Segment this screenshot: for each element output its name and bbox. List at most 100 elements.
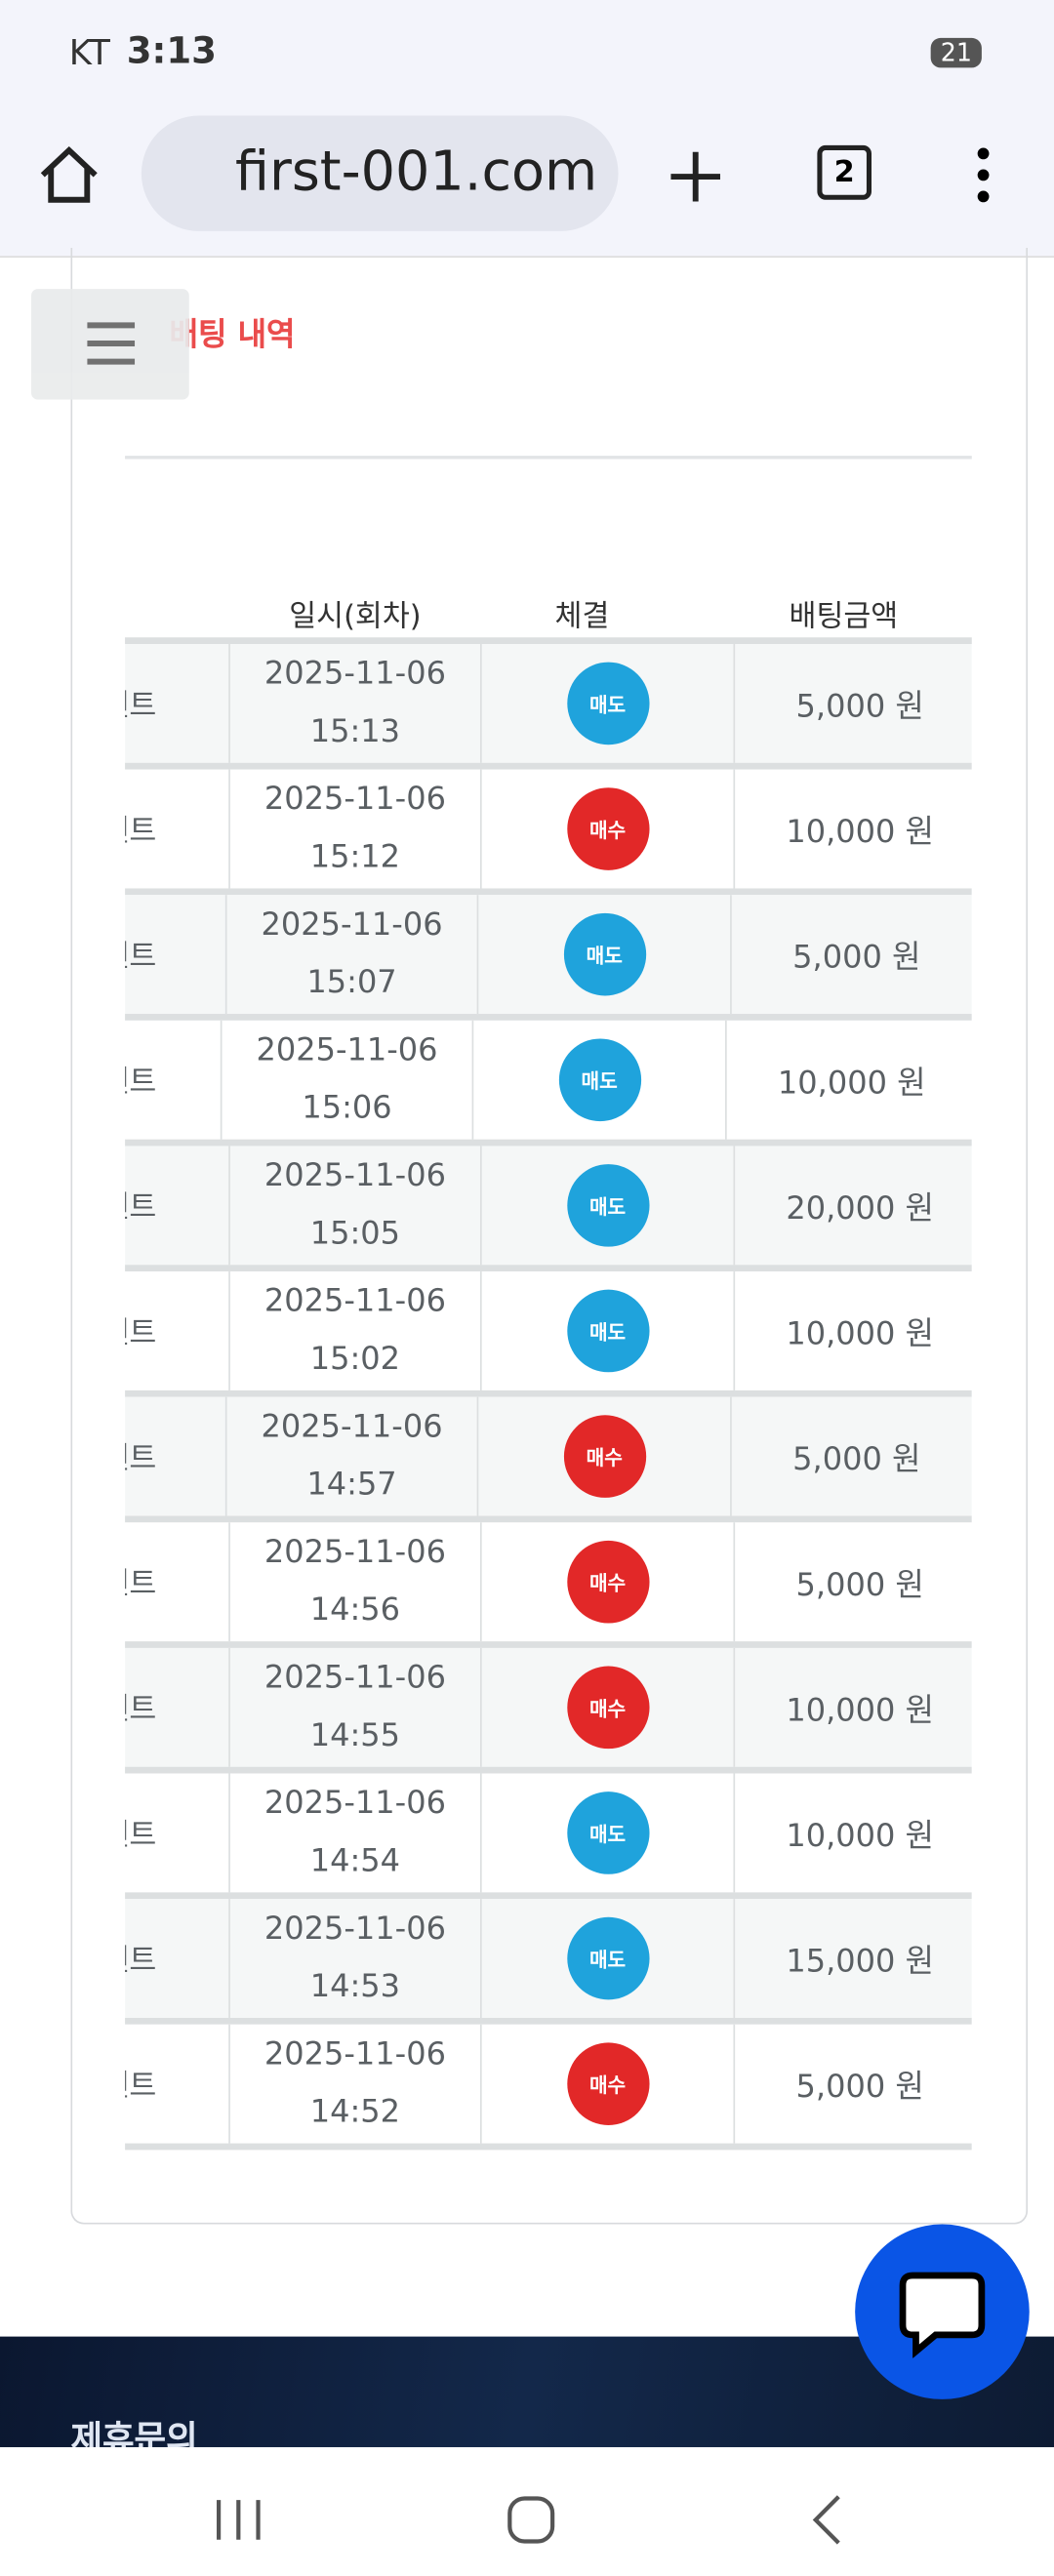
status-badge: 매수 [566, 1540, 649, 1624]
amount-cell: 10,000 원 [786, 1314, 935, 1352]
time: 14:53 [309, 1968, 401, 2005]
carrier: KT [68, 32, 110, 73]
amount-cell: 5,000 원 [795, 1566, 924, 1603]
time: 14:55 [309, 1716, 401, 1754]
name-cell: 넨트 [125, 1773, 230, 1893]
table-row: 넨트 2025-11-06 14:56 매수 5,000 원 [125, 1522, 972, 1648]
datetime-cell: 2025-11-06 15:06 [222, 1020, 474, 1140]
name-cell: 넨트 [125, 895, 227, 1015]
datetime-cell: 2025-11-06 15:13 [230, 643, 482, 763]
time: 15:12 [309, 838, 401, 875]
datetime-cell: 2025-11-06 14:57 [227, 1396, 479, 1516]
address-bar[interactable]: first-001.com [141, 115, 619, 231]
amount-cell: 10,000 원 [786, 1691, 935, 1728]
status-cell: 매수 [482, 1647, 736, 1767]
status-cell: 매도 [482, 1773, 736, 1893]
time: 14:56 [309, 1591, 401, 1629]
datetime-cell: 2025-11-06 15:12 [230, 769, 482, 889]
column-header: 체결 [554, 599, 610, 634]
amount-cell: 20,000 원 [786, 1189, 935, 1227]
section-title: 배팅 내역 [169, 316, 296, 354]
table-row: 넨트 2025-11-06 14:57 매수 5,000 원 [125, 1396, 972, 1523]
amount-cell: 5,000 원 [795, 687, 924, 725]
time: 14:57 [306, 1466, 397, 1503]
name-cell: 넨트 [125, 2024, 230, 2144]
datetime-cell: 2025-11-06 14:56 [230, 1522, 482, 1642]
column-header: 일시(회차) [289, 599, 422, 634]
menu-button[interactable] [967, 145, 1000, 205]
amount-cell: 5,000 원 [792, 1440, 921, 1477]
date: 2025-11-06 [264, 1659, 446, 1696]
date: 2025-11-06 [261, 906, 443, 944]
date: 2025-11-06 [264, 1157, 446, 1194]
amount-cell: 10,000 원 [786, 1817, 935, 1854]
chat-button[interactable] [855, 2224, 1030, 2399]
date: 2025-11-06 [264, 1282, 446, 1320]
table-row: 넨트 2025-11-06 14:53 매도 15,000 원 [125, 1899, 972, 2025]
date: 2025-11-06 [264, 2035, 446, 2073]
time: 15:05 [309, 1215, 401, 1252]
status-cell: 매도 [478, 895, 732, 1015]
back-nav[interactable] [809, 2493, 845, 2546]
date: 2025-11-06 [264, 781, 446, 818]
name-cell: 넨트 [125, 1146, 230, 1266]
amount-cell: 5,000 원 [795, 2068, 924, 2105]
recent-apps[interactable] [214, 2497, 264, 2543]
name-cell: 넨트 [125, 1899, 230, 2018]
table-row: 넨트 2025-11-06 15:07 매도 5,000 원 [125, 895, 972, 1021]
table-row: 넨트 2025-11-06 15:13 매도 5,000 원 [125, 643, 972, 770]
status-badge: 매수 [566, 1666, 649, 1750]
name-cell: 넨트 [125, 1396, 227, 1516]
tab-count[interactable]: 2 [817, 144, 872, 200]
datetime-cell: 2025-11-06 15:02 [230, 1271, 482, 1390]
date: 2025-11-06 [261, 1408, 443, 1445]
status-badge: 매수 [566, 2042, 649, 2125]
date: 2025-11-06 [264, 1534, 446, 1571]
datetime-cell: 2025-11-06 14:53 [230, 1899, 482, 2018]
table-row: 넨트 2025-11-06 15:05 매도 20,000 원 [125, 1146, 972, 1272]
url-text: first-001.com [234, 139, 598, 204]
name-cell: 넨트 [125, 1271, 230, 1390]
datetime-cell: 2025-11-06 14:54 [230, 1773, 482, 1893]
status-cell: 매수 [482, 2024, 736, 2144]
datetime-cell: 2025-11-06 14:52 [230, 2024, 482, 2144]
table-row: 넨트 2025-11-06 15:12 매수 10,000 원 [125, 769, 972, 896]
status-badge: 매도 [566, 1164, 649, 1247]
date: 2025-11-06 [256, 1031, 438, 1068]
status-badge: 매도 [566, 1289, 649, 1373]
status-badge: 매도 [558, 1038, 641, 1122]
status-cell: 매수 [482, 1522, 736, 1642]
time: 14:54 [309, 1842, 401, 1879]
browser-bar: first-001.com 2 [0, 101, 1054, 258]
time: 15:07 [306, 964, 397, 1001]
divider [125, 456, 972, 460]
datetime-cell: 2025-11-06 15:05 [230, 1146, 482, 1266]
name-cell: 넨트 [125, 1020, 223, 1140]
name-cell: 넨트 [125, 769, 230, 889]
hamburger-button[interactable] [31, 289, 189, 400]
status-cell: 매도 [482, 1899, 736, 2018]
status-badge: 매도 [566, 1916, 649, 2000]
amount-cell: 15,000 원 [786, 1942, 935, 1980]
time: 15:02 [309, 1341, 401, 1378]
new-tab-button[interactable] [666, 147, 725, 207]
header-border [125, 637, 972, 644]
status-badge: 매도 [563, 912, 646, 996]
amount-cell: 10,000 원 [777, 1064, 926, 1101]
name-cell: 넨트 [125, 1647, 230, 1767]
table-row: 넨트 2025-11-06 15:02 매도 10,000 원 [125, 1271, 972, 1397]
home-button[interactable] [36, 142, 101, 209]
status-badge: 매도 [566, 1791, 649, 1874]
status-cell: 매수 [478, 1396, 732, 1516]
amount-cell: 10,000 원 [786, 813, 935, 850]
status-cell: 매도 [482, 643, 736, 763]
status-badge: 매수 [563, 1415, 646, 1498]
table-row: 넨트 2025-11-06 15:06 매도 10,000 원 [125, 1020, 972, 1147]
home-nav[interactable] [505, 2493, 557, 2546]
status-cell: 매도 [482, 1271, 736, 1390]
clock: 3:13 [126, 31, 217, 73]
time: 15:06 [302, 1089, 392, 1127]
time: 15:13 [309, 713, 401, 750]
